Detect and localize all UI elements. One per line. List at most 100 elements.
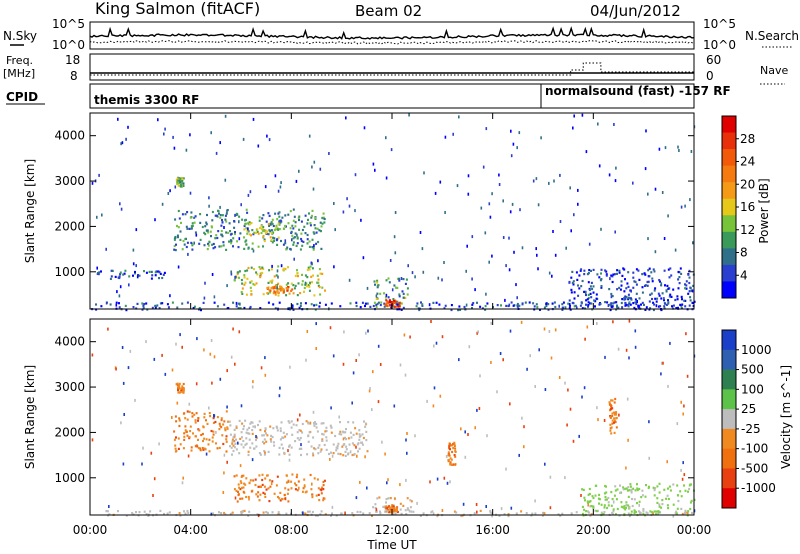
heatmap-cell — [365, 439, 368, 442]
heatmap-cell — [610, 491, 613, 494]
heatmap-cell — [289, 210, 292, 213]
heatmap-cell — [111, 269, 114, 272]
heatmap-cell — [292, 241, 295, 244]
heatmap-cell — [200, 433, 203, 437]
heatmap-cell — [245, 243, 248, 246]
heatmap-cell — [564, 381, 566, 385]
heatmap-cell — [320, 492, 323, 495]
heatmap-cell — [406, 287, 409, 290]
heatmap-cell — [389, 510, 392, 513]
heatmap-cell — [629, 483, 632, 486]
heatmap-cell — [249, 479, 252, 482]
heatmap-cell — [107, 327, 109, 331]
heatmap-cell — [194, 231, 197, 234]
heatmap-cell — [213, 355, 216, 359]
heatmap-cell — [677, 306, 679, 309]
heatmap-cell — [257, 423, 259, 427]
heatmap-cell — [198, 429, 201, 432]
heatmap-cell — [634, 280, 637, 284]
heatmap-cell — [680, 495, 683, 498]
heatmap-cell — [100, 305, 103, 308]
heatmap-cell — [614, 230, 616, 234]
heatmap-cell — [663, 269, 666, 272]
heatmap-cell — [304, 214, 307, 217]
heatmap-cell — [625, 504, 628, 507]
heatmap-cell — [490, 511, 493, 515]
heatmap-cell — [419, 514, 422, 517]
heatmap-cell — [471, 303, 474, 306]
heatmap-cell — [638, 297, 641, 300]
heatmap-cell — [294, 488, 297, 491]
heatmap-cell — [185, 225, 188, 228]
heatmap-cell — [235, 438, 237, 441]
heatmap-cell — [262, 235, 265, 238]
heatmap-cell — [613, 421, 615, 424]
heatmap-cell — [627, 495, 630, 498]
heatmap-cell — [237, 271, 240, 274]
heatmap-cell — [264, 185, 267, 189]
heatmap-cell — [505, 304, 508, 307]
heatmap-cell — [388, 281, 391, 284]
heatmap-cell — [261, 483, 264, 486]
heatmap-cell — [386, 507, 389, 510]
heatmap-cell — [526, 367, 528, 371]
heatmap-cell — [350, 436, 353, 439]
heatmap-cell — [269, 289, 272, 292]
heatmap-cell — [143, 510, 146, 513]
nsky-tick-top: 10^5 — [52, 17, 85, 31]
heatmap-cell — [173, 248, 176, 251]
heatmap-cell — [451, 463, 453, 466]
heatmap-cell — [663, 237, 666, 240]
heatmap-cell — [680, 295, 683, 298]
heatmap-cell — [421, 303, 424, 306]
heatmap-cell — [400, 277, 403, 280]
heatmap-cell — [332, 452, 335, 455]
heatmap-cell — [374, 168, 376, 172]
heatmap-cell — [312, 274, 314, 277]
heatmap-cell — [581, 505, 584, 508]
heatmap-cell — [258, 219, 261, 222]
heatmap-cell — [678, 282, 681, 285]
heatmap-cell — [376, 302, 379, 305]
heatmap-cell — [277, 275, 279, 279]
heatmap-cell — [151, 274, 154, 277]
heatmap-cell — [348, 278, 351, 282]
heatmap-cell — [197, 438, 199, 441]
heatmap-cell — [256, 228, 259, 231]
heatmap-cell — [659, 280, 661, 283]
heatmap-cell — [309, 265, 312, 268]
heatmap-cell — [222, 491, 225, 494]
heatmap-cell — [219, 205, 221, 209]
heatmap-cell — [404, 373, 407, 377]
cpid-label: CPID — [6, 90, 38, 104]
heatmap-cell — [291, 288, 294, 291]
heatmap-cell — [690, 150, 693, 153]
heatmap-cell — [178, 417, 181, 420]
heatmap-cell — [300, 447, 303, 450]
heatmap-cell — [202, 301, 205, 304]
heatmap-cell — [649, 510, 652, 513]
heatmap-cell — [306, 453, 309, 456]
heatmap-cell — [183, 510, 185, 513]
heatmap-cell — [583, 290, 586, 293]
heatmap-cell — [625, 501, 628, 504]
heatmap-cell — [188, 227, 191, 230]
heatmap-cell — [613, 417, 616, 420]
heatmap-cell — [315, 514, 318, 517]
heatmap-cell — [580, 268, 583, 271]
heatmap-cell — [568, 303, 571, 306]
heatmap-cell — [274, 307, 277, 310]
heatmap-cell — [238, 452, 241, 455]
heatmap-cell — [396, 300, 399, 303]
heatmap-cell — [210, 131, 212, 135]
heatmap-cell — [224, 214, 227, 217]
heatmap-cell — [317, 284, 320, 287]
heatmap-cell — [404, 282, 407, 285]
heatmap-cell — [420, 301, 422, 304]
heatmap-cell — [173, 146, 176, 150]
heatmap-cell — [217, 230, 220, 233]
heatmap-cell — [676, 295, 679, 298]
heatmap-cell — [225, 220, 228, 223]
heatmap-cell — [221, 434, 224, 437]
heatmap-cell — [376, 284, 379, 287]
